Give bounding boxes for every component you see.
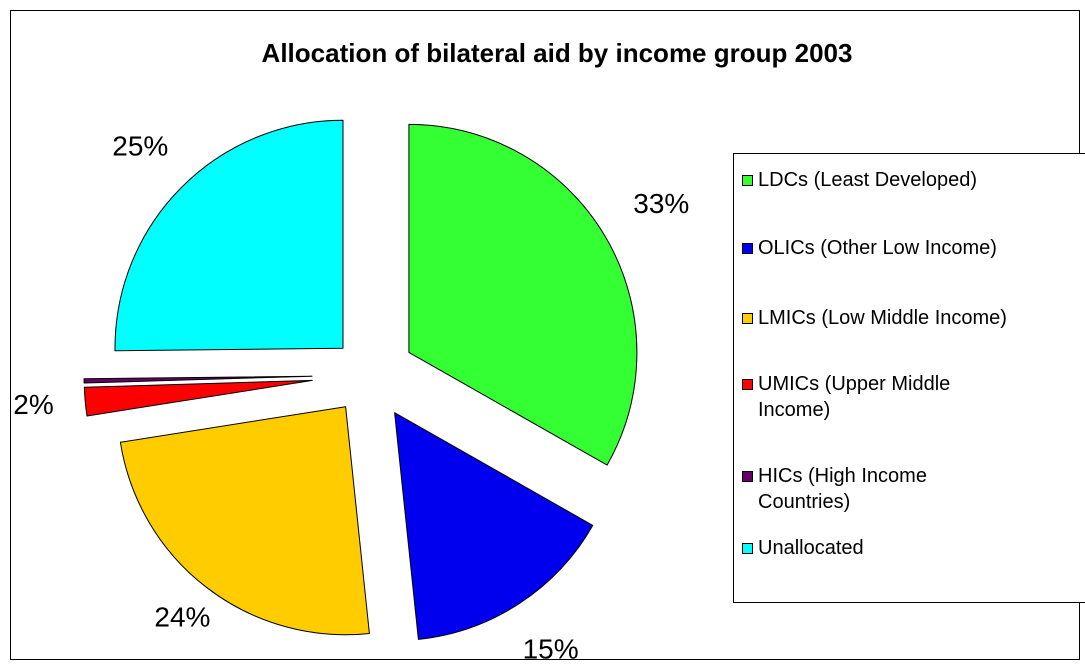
chart-title: Allocation of bilateral aid by income gr… (261, 38, 853, 68)
legend-label-0: LDCs (Least Developed) (758, 169, 977, 191)
legend-label-1: OLICs (Other Low Income) (758, 237, 997, 259)
legend-label-2: LMICs (Low Middle Income) (758, 307, 1007, 329)
legend-swatch-4 (742, 471, 753, 482)
pie-label-2: 24% (154, 602, 210, 633)
legend-label-5: Unallocated (758, 537, 864, 559)
legend-item-5: Unallocated (742, 535, 1085, 561)
pie-slice-1 (394, 412, 594, 640)
pie-slice-2 (119, 406, 370, 636)
legend-item-3: UMICs (Upper Middle Income) (742, 371, 1085, 423)
pie-label-5: 25% (112, 130, 168, 161)
pie-slice-0 (408, 123, 638, 466)
pie-label-3: 2% (13, 389, 53, 420)
pie-slice-5 (114, 119, 344, 352)
legend-label-4: HICs (High Income Countries) (758, 465, 927, 513)
chart-legend: LDCs (Least Developed) OLICs (Other Low I… (733, 153, 1085, 603)
legend-swatch-3 (742, 379, 753, 390)
pie-label-0: 33% (633, 188, 689, 219)
legend-item-2: LMICs (Low Middle Income) (742, 305, 1085, 331)
legend-swatch-2 (742, 313, 753, 324)
legend-item-4: HICs (High Income Countries) (742, 463, 1085, 515)
legend-swatch-0 (742, 175, 753, 186)
legend-item-1: OLICs (Other Low Income) (742, 235, 1085, 261)
pie-slice-4 (83, 375, 313, 384)
legend-label-3: UMICs (Upper Middle Income) (758, 373, 951, 421)
legend-swatch-5 (742, 543, 753, 554)
pie-slice-3 (83, 379, 313, 417)
pie-label-1: 15% (523, 634, 579, 665)
legend-swatch-1 (742, 243, 753, 254)
legend-item-0: LDCs (Least Developed) (742, 167, 1085, 193)
